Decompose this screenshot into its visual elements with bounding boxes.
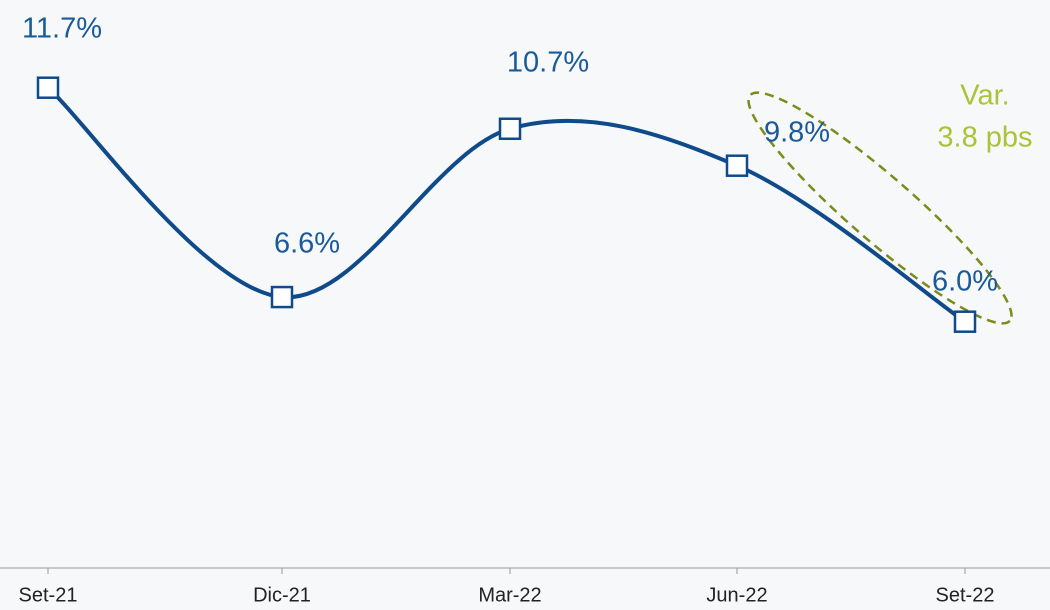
annotation: Var. xyxy=(960,80,1009,112)
value-label: 10.7% xyxy=(507,46,589,78)
value-label: 6.0% xyxy=(932,265,998,297)
annotation: 3.8 pbs xyxy=(937,122,1032,154)
value-label: 6.6% xyxy=(274,228,340,260)
marker xyxy=(270,285,294,309)
x-tick-label: Set-21 xyxy=(19,584,78,606)
value-label: 11.7% xyxy=(22,12,102,44)
x-tick-label: Jun-22 xyxy=(706,584,767,606)
x-tick-label: Dic-21 xyxy=(253,584,311,606)
marker xyxy=(725,154,749,177)
line xyxy=(46,86,967,324)
highlight-ellipse xyxy=(747,91,1013,325)
value-label: 9.8% xyxy=(764,116,830,148)
marker xyxy=(36,76,60,99)
marker xyxy=(498,117,522,141)
x-tick-label: Mar-22 xyxy=(478,584,541,606)
marker xyxy=(953,310,977,333)
x-tick-label: Set-22 xyxy=(936,584,995,606)
